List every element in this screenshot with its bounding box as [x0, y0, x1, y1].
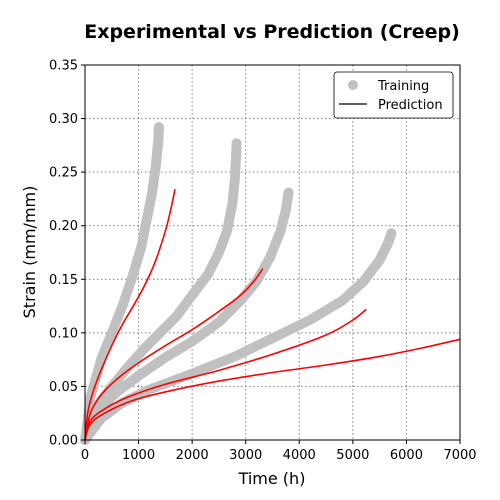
training-series-3	[80, 187, 294, 445]
plot-area	[80, 122, 461, 445]
x-tick-label: 0	[81, 448, 89, 463]
x-tick-label: 1000	[122, 448, 155, 463]
legend-box	[333, 71, 454, 119]
y-tick-label: 0.00	[49, 434, 78, 449]
plot-frame	[84, 64, 461, 441]
training-point	[153, 122, 164, 133]
y-tick-label: 0.30	[49, 112, 78, 127]
x-tick-label: 6000	[390, 448, 423, 463]
prediction-line-1	[84, 189, 176, 441]
prediction-line-4	[84, 338, 461, 441]
training-series-4	[80, 228, 397, 445]
y-tick-label: 0.15	[49, 273, 78, 288]
training-series-1	[80, 122, 164, 445]
y-axis-label: Strain (mm/mm)	[20, 186, 39, 319]
legend-label-prediction: Prediction	[378, 98, 443, 113]
y-tick-label: 0.25	[49, 166, 78, 181]
training-point	[231, 138, 242, 149]
legend-label-training: Training	[377, 79, 429, 94]
x-tick-label: 3000	[229, 448, 262, 463]
x-tick-label: 4000	[283, 448, 316, 463]
legend: Training Prediction	[333, 71, 454, 119]
x-axis-label: Time (h)	[238, 469, 306, 488]
chart-title: Experimental vs Prediction (Creep)	[84, 21, 460, 43]
training-point	[386, 228, 397, 239]
x-tick-label: 5000	[336, 448, 369, 463]
prediction-line-2	[84, 268, 264, 441]
y-tick-label: 0.10	[49, 326, 78, 341]
y-tick-label: 0.05	[49, 380, 78, 395]
prediction-line-3	[84, 308, 367, 441]
y-tick-label: 0.20	[49, 219, 78, 234]
training-point	[283, 187, 294, 198]
x-tick-label: 7000	[443, 448, 476, 463]
axis-ticks: 0 1000 2000 3000 4000 5000 6000 7000 0.00 0.05 0.1…	[49, 59, 477, 464]
y-tick-label: 0.35	[49, 59, 78, 74]
x-tick-label: 2000	[176, 448, 209, 463]
legend-marker-training	[348, 80, 358, 90]
